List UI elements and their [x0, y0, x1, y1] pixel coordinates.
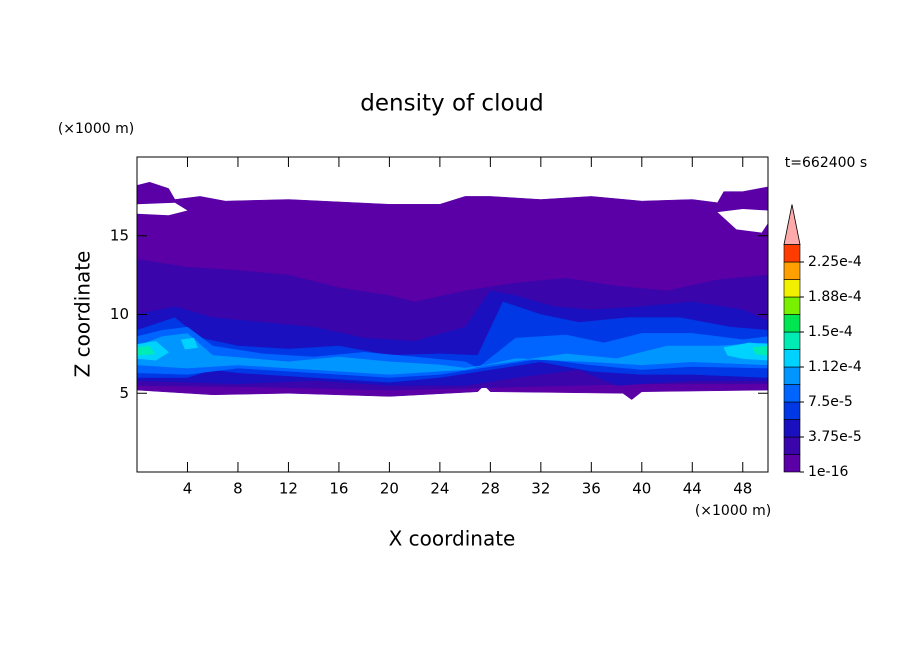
x-tick-label: 32: [531, 480, 550, 498]
x-tick-label: 24: [430, 480, 449, 498]
colorbar-tick-label: 1.5e-4: [808, 324, 853, 340]
colorbar-tick-label: 1.88e-4: [808, 289, 862, 305]
colorbar-box: [783, 296, 801, 315]
colorbar-box: [783, 314, 801, 333]
colorbar-box: [783, 366, 801, 385]
colorbar-box: [783, 401, 801, 420]
contour-gap: [717, 209, 768, 233]
contour-field: [136, 181, 769, 400]
colorbar-tick-label: 7.5e-5: [808, 394, 853, 410]
time-label: t=662400 s: [785, 155, 867, 171]
colorbar-box: [783, 279, 801, 298]
x-tick-label: 48: [733, 480, 752, 498]
colorbar-overflow: [783, 204, 801, 245]
y-axis-label: Z coordinate: [71, 251, 95, 378]
colorbar-tick-label: 1e-16: [808, 464, 848, 480]
x-tick-label: 28: [481, 480, 500, 498]
x-tick-label: 8: [233, 480, 243, 498]
colorbar-box: [783, 261, 801, 280]
chart-title: density of cloud: [360, 91, 543, 117]
x-tick-label: 4: [183, 480, 193, 498]
x-tick-label: 12: [279, 480, 298, 498]
x-tick-label: 20: [380, 480, 399, 498]
y-tick-label: 15: [110, 226, 129, 244]
x-unit: (×1000 m): [695, 503, 771, 519]
x-tick-label: 36: [582, 480, 601, 498]
contour-gap: [137, 202, 188, 216]
colorbar-box: [783, 244, 801, 263]
colorbar-tick-label: 3.75e-5: [808, 429, 862, 445]
colorbar-box: [783, 331, 801, 350]
colorbar-box: [783, 349, 801, 368]
y-tick-label: 5: [119, 384, 129, 402]
x-axis-label: X coordinate: [389, 527, 516, 551]
colorbar-box: [783, 454, 801, 473]
x-tick-label: 44: [683, 480, 702, 498]
y-unit: (×1000 m): [58, 121, 134, 137]
colorbar-box: [783, 384, 801, 403]
y-tick-label: 10: [110, 305, 129, 323]
colorbar-box: [783, 419, 801, 438]
x-tick-label: 40: [632, 480, 651, 498]
colorbar-tick-label: 1.12e-4: [808, 359, 862, 375]
contour-region: [180, 337, 198, 350]
colorbar-box: [783, 436, 801, 455]
colorbar-tick-label: 2.25e-4: [808, 254, 862, 270]
x-tick-label: 16: [329, 480, 348, 498]
